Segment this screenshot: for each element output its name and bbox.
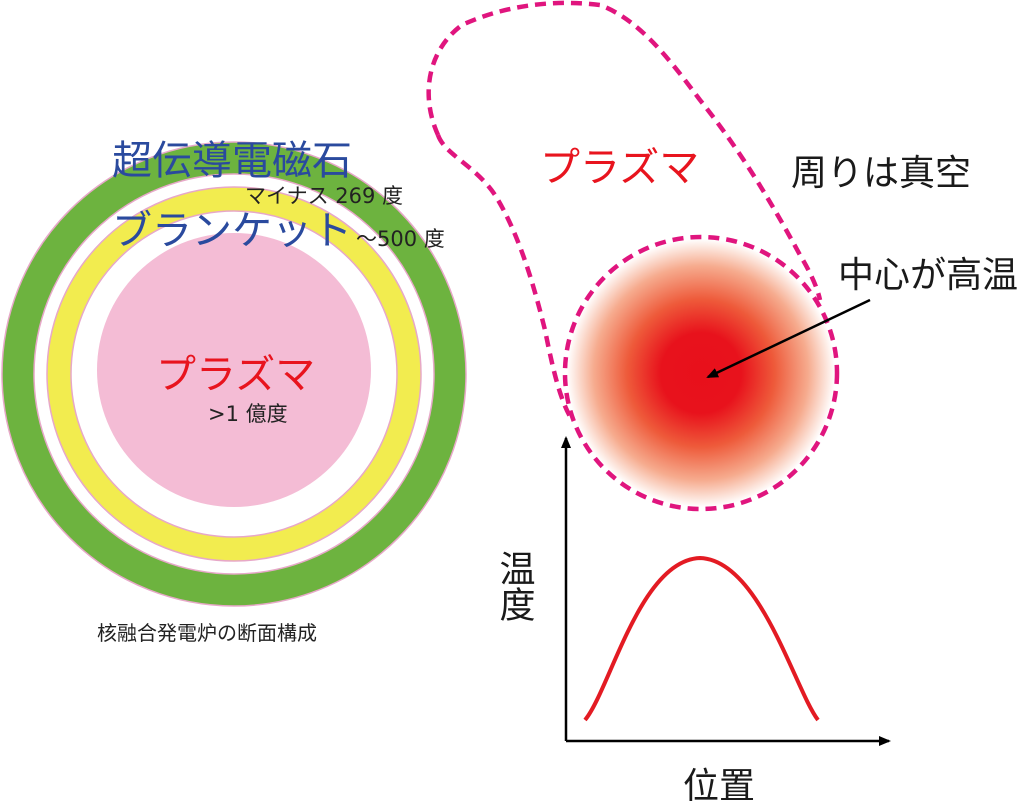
cross-section-caption: 核融合発電炉の断面構成	[97, 621, 317, 645]
x-axis-label: 位置	[683, 766, 755, 807]
vacuum-label: 周りは真空	[791, 153, 971, 194]
hot-plasma-gradient	[567, 239, 835, 507]
plasma-detail: プラズマ 周りは真空 中心が高温	[426, 0, 1018, 512]
hot-plasma-outline	[562, 234, 840, 512]
plasma-temp: >1 億度	[208, 402, 288, 426]
magnet-temp: マイナス 269 度	[245, 184, 403, 208]
center-label: 中心が高温	[838, 255, 1018, 296]
magnet-label: 超伝導電磁石	[112, 138, 352, 184]
plasma-label: プラズマ	[156, 352, 315, 398]
blanket-temp: 〜500 度	[356, 227, 445, 251]
reactor-cross-section: 超伝導電磁石 マイナス 269 度 ブランケット 〜500 度 プラズマ >1 …	[1, 138, 467, 645]
plasma-detail-label: プラズマ	[540, 145, 699, 191]
y-axis-label: 温度	[494, 550, 535, 622]
temperature-graph: 温度 位置	[494, 436, 891, 807]
plasma-outline-dashed-lower	[435, 134, 574, 422]
plasma-outline-dashed	[426, 0, 823, 301]
temperature-curve	[583, 555, 820, 722]
blanket-label: ブランケット	[112, 208, 352, 254]
plasma-core	[97, 233, 371, 507]
center-pointer-arrow	[706, 298, 871, 379]
